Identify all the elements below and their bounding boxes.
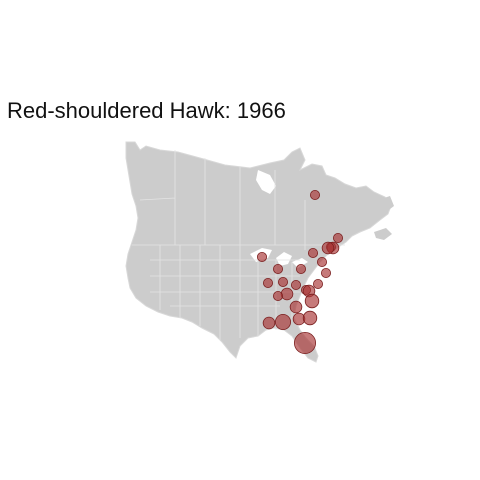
north-america-landmass bbox=[125, 141, 394, 363]
observation-marker-connecticut bbox=[321, 241, 335, 255]
observation-marker-north-carolina bbox=[289, 300, 303, 314]
observation-marker-south-florida bbox=[293, 331, 316, 354]
hudson-bay bbox=[256, 170, 276, 194]
observation-markers bbox=[256, 189, 343, 354]
observation-marker-georgia bbox=[302, 310, 318, 326]
nova-scotia bbox=[374, 228, 392, 240]
state-province-borders bbox=[132, 150, 345, 340]
observation-marker-south-carolina bbox=[304, 293, 320, 309]
observation-marker-quebec bbox=[309, 189, 320, 200]
observation-marker-missouri bbox=[262, 277, 273, 288]
observation-marker-new-jersey bbox=[320, 267, 331, 278]
observation-marker-michigan bbox=[272, 263, 283, 274]
observation-marker-indiana bbox=[277, 276, 288, 287]
observation-marker-maine bbox=[332, 232, 343, 243]
observation-marker-pennsylvania bbox=[316, 256, 327, 267]
observation-marker-new-york bbox=[307, 247, 318, 258]
newfoundland bbox=[378, 196, 394, 212]
observation-marker-north-florida bbox=[274, 313, 291, 330]
observation-marker-maryland bbox=[312, 278, 323, 289]
observation-marker-tennessee bbox=[280, 287, 294, 301]
observation-marker-arkansas bbox=[272, 290, 283, 301]
observation-marker-louisiana bbox=[262, 316, 276, 330]
observation-marker-kentucky bbox=[290, 279, 301, 290]
observation-marker-ohio bbox=[295, 263, 306, 274]
map-title: Red-shouldered Hawk: 1966 bbox=[7, 98, 286, 123]
observation-marker-wisconsin bbox=[256, 251, 267, 262]
